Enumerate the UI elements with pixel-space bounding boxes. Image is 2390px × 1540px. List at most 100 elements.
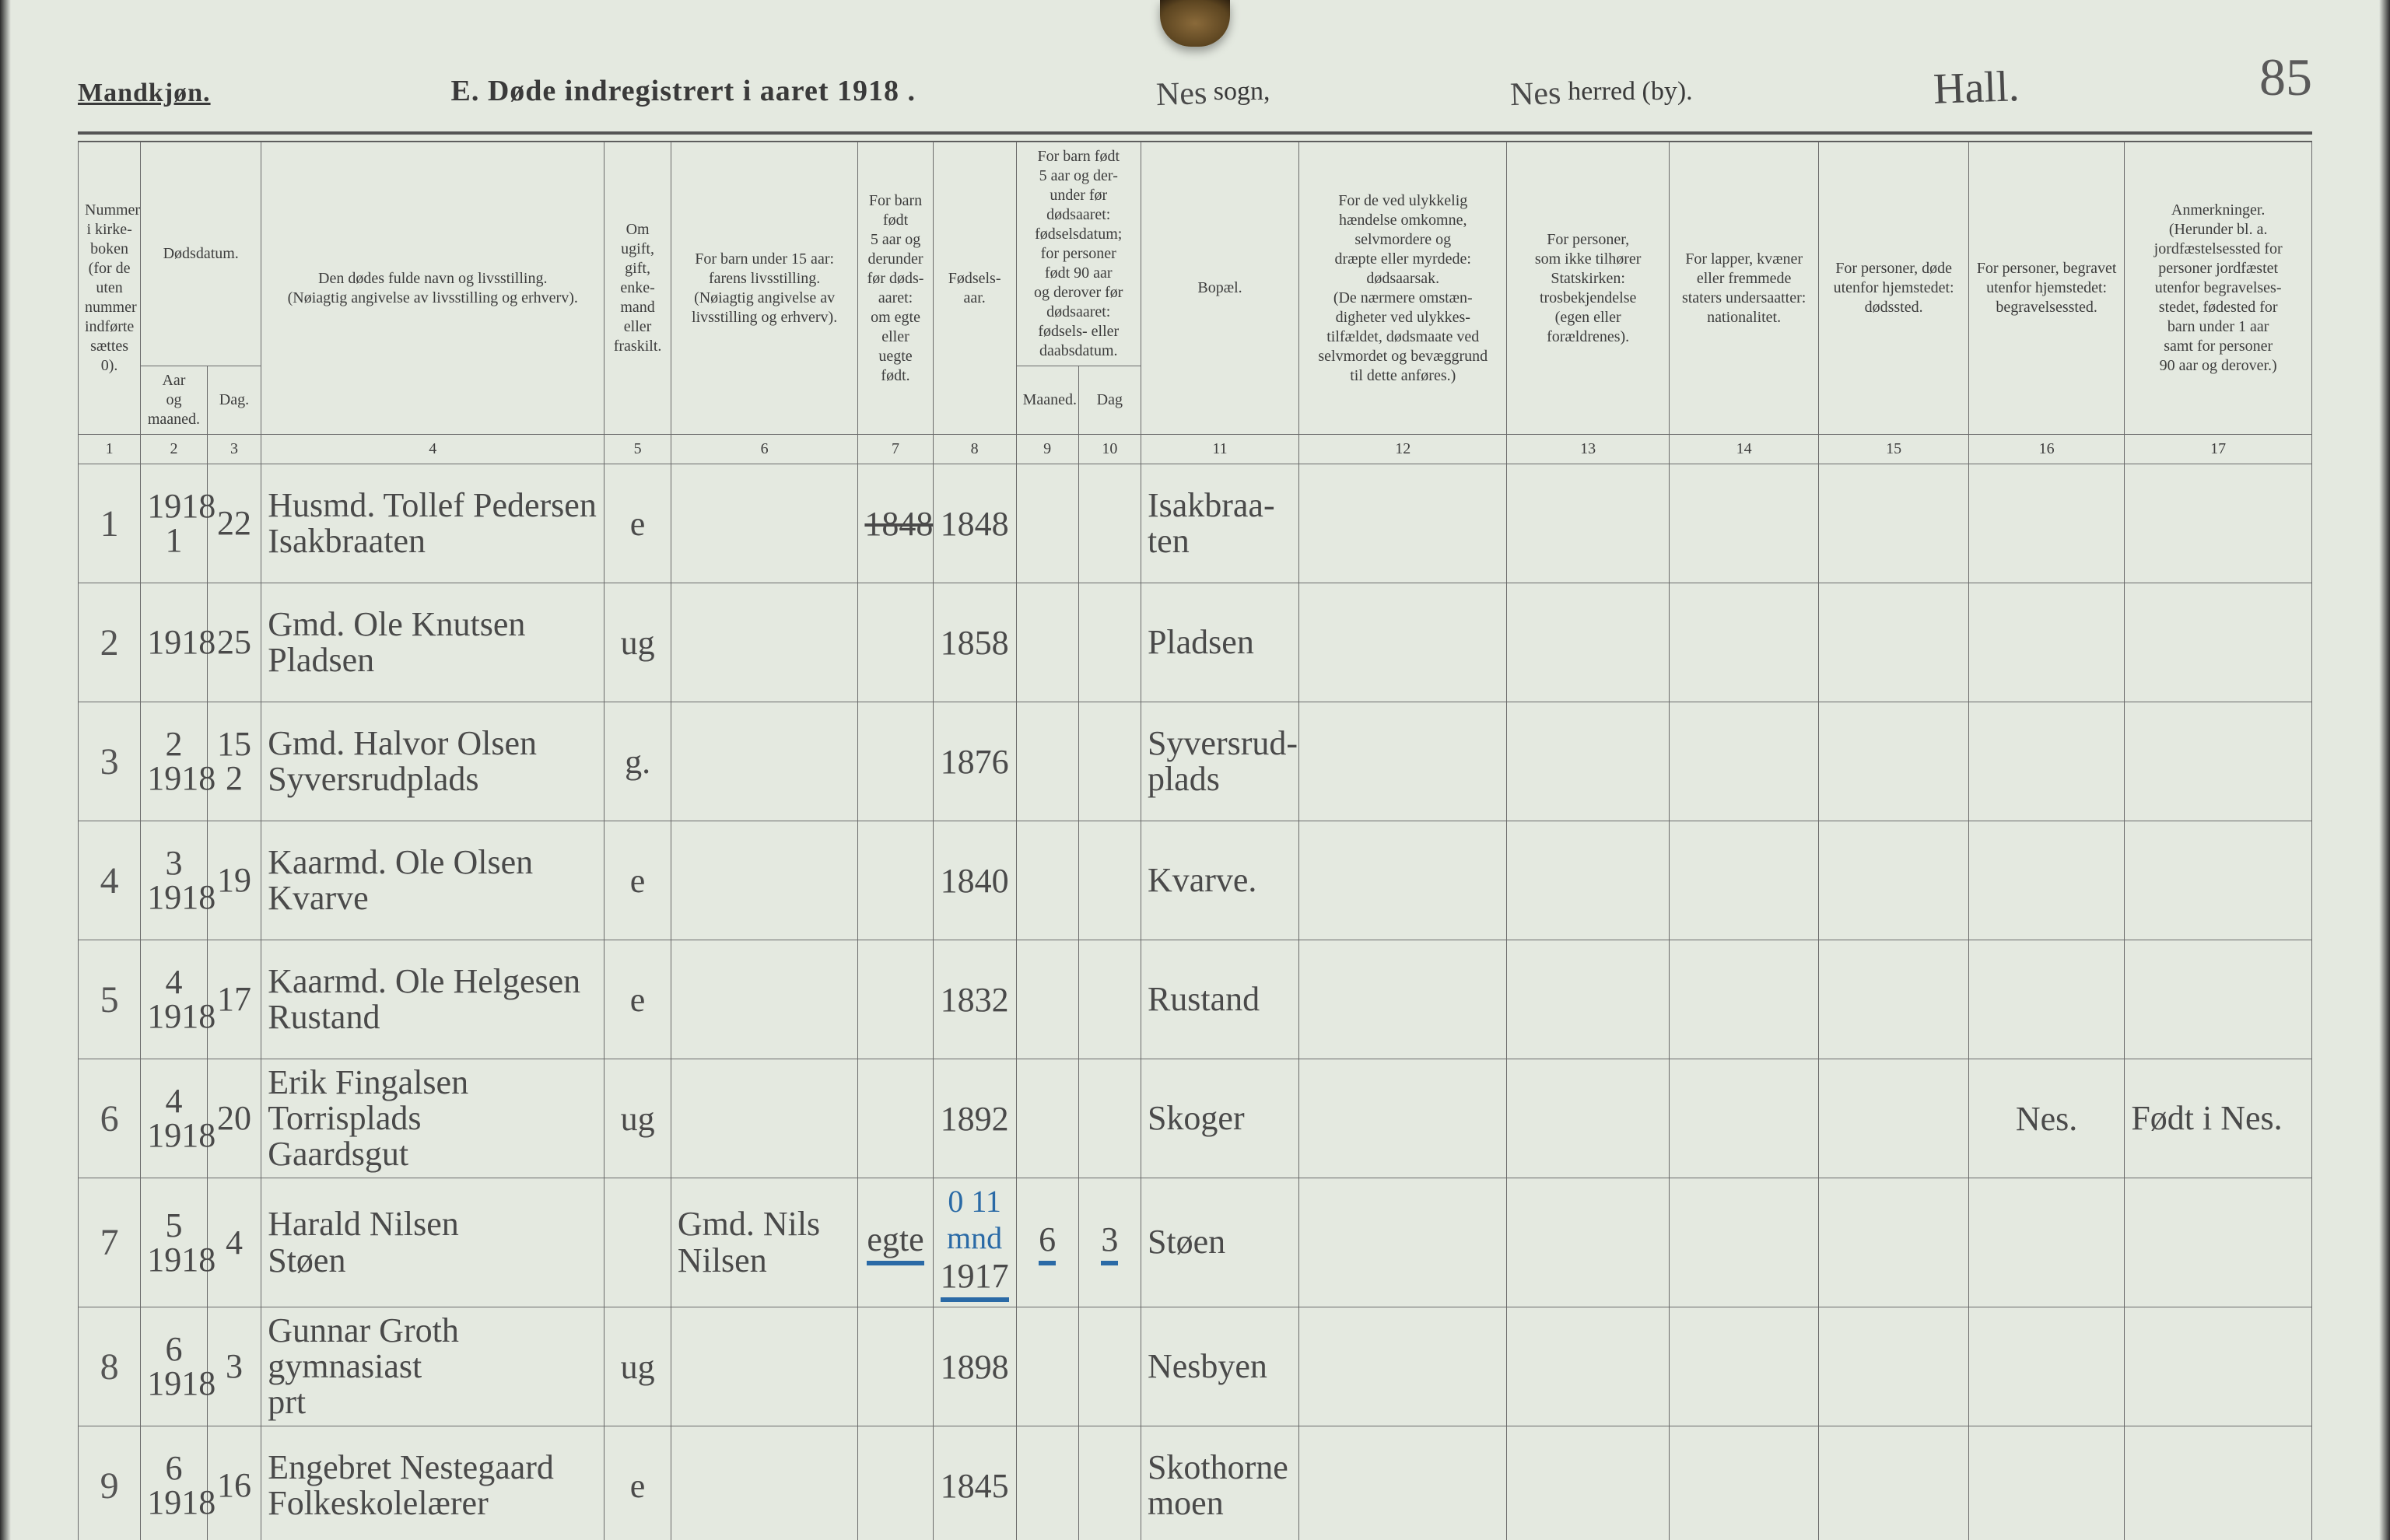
cell-15 (1819, 464, 1968, 583)
cell-14 (1669, 1307, 1818, 1426)
cell-birth-month (1016, 702, 1078, 821)
cell-16 (1968, 702, 2124, 821)
table-row: 96191816Engebret Nestegaard Folkeskolelæ… (79, 1426, 2312, 1540)
col-9-group-header: For barn født5 aar og der-under førdødsa… (1016, 142, 1141, 366)
cell-13 (1507, 583, 1670, 702)
table-row: 2191825Gmd. Ole Knutsen Pladsenug1858Pla… (79, 583, 2312, 702)
col-9a-header: Maaned. (1016, 366, 1078, 435)
cell-14 (1669, 1059, 1818, 1178)
cell-17 (2125, 1178, 2312, 1307)
cell-year-month: 1918 (141, 583, 208, 702)
cell-birth-month (1016, 1426, 1078, 1540)
cell-15 (1819, 1307, 1968, 1426)
colnum-11: 11 (1141, 435, 1298, 464)
cell-egte: egte (858, 1178, 933, 1307)
cell-status: e (605, 821, 671, 940)
cell-16 (1968, 1426, 2124, 1540)
table-body: 11918122Husmd. Tollef Pedersen Isakbraat… (79, 464, 2312, 1540)
cell-egte (858, 821, 933, 940)
colnum-15: 15 (1819, 435, 1968, 464)
cell-egte (858, 583, 933, 702)
cell-13 (1507, 702, 1670, 821)
cell-17 (2125, 821, 2312, 940)
table-row: 64191820Erik Fingalsen Torrisplads Gaard… (79, 1059, 2312, 1178)
cell-name: Kaarmd. Ole Helgesen Rustand (261, 940, 605, 1059)
edge-shadow-right (2379, 0, 2390, 1540)
cell-15 (1819, 821, 1968, 940)
col-12-header: For de ved ulykkelighændelse omkomne,sel… (1299, 142, 1507, 435)
cell-name: Husmd. Tollef Pedersen Isakbraaten (261, 464, 605, 583)
cell-place: Pladsen (1141, 583, 1298, 702)
cell-12 (1299, 1426, 1507, 1540)
cell-17 (2125, 1307, 2312, 1426)
cell-15 (1819, 583, 1968, 702)
cell-birthyear: 1840 (933, 821, 1016, 940)
cell-father (671, 1307, 858, 1426)
col-11-header: Bopæl. (1141, 142, 1298, 435)
cell-15 (1819, 940, 1968, 1059)
cell-birth-day (1078, 464, 1141, 583)
cell-rownum: 6 (79, 1059, 141, 1178)
colnum-13: 13 (1507, 435, 1670, 464)
col-16-header: For personer, begravetutenfor hjemstedet… (1968, 142, 2124, 435)
cell-egte (858, 1059, 933, 1178)
col-5-header: Omugift,gift,enke-mandellerfraskilt. (605, 142, 671, 435)
cell-place: Støen (1141, 1178, 1298, 1307)
cell-birth-month: 6 (1016, 1178, 1078, 1307)
colnum-2: 2 (141, 435, 208, 464)
cell-birth-day (1078, 1059, 1141, 1178)
cell-year-month: 51918 (141, 1178, 208, 1307)
cell-17 (2125, 940, 2312, 1059)
cell-13 (1507, 1178, 1670, 1307)
binder-clip-icon (1160, 0, 1230, 47)
cell-status (605, 1178, 671, 1307)
cell-13 (1507, 1426, 1670, 1540)
cell-12 (1299, 940, 1507, 1059)
cell-birthyear: 1876 (933, 702, 1016, 821)
cell-birthyear: 1832 (933, 940, 1016, 1059)
cell-rownum: 1 (79, 464, 141, 583)
cell-birthyear: 1848 (933, 464, 1016, 583)
gender-label: Mandkjøn. (78, 79, 211, 108)
cell-birthyear: 1858 (933, 583, 1016, 702)
cell-father (671, 702, 858, 821)
cell-name: Gunnar Groth gymnasiast prt (261, 1307, 605, 1426)
cell-status: ug (605, 1307, 671, 1426)
cell-17 (2125, 702, 2312, 821)
cell-rownum: 8 (79, 1307, 141, 1426)
cell-father (671, 1059, 858, 1178)
ledger-page: Mandkjøn. E. Døde indregistrert i aaret … (0, 0, 2390, 1540)
cell-16 (1968, 940, 2124, 1059)
head-row-1: Nummer i kirke-boken(for deutennummerind… (79, 142, 2312, 366)
ledger-table: Nummer i kirke-boken(for deutennummerind… (78, 142, 2312, 1540)
cell-place: Rustand (1141, 940, 1298, 1059)
colnum-7: 7 (858, 435, 933, 464)
cell-13 (1507, 1059, 1670, 1178)
cell-14 (1669, 464, 1818, 583)
col-15-header: For personer, dødeutenfor hjemstedet:død… (1819, 142, 1968, 435)
col-2-group-header: Dødsdatum. (141, 142, 261, 366)
cell-father (671, 821, 858, 940)
cell-14 (1669, 940, 1818, 1059)
colnum-3: 3 (207, 435, 261, 464)
top-double-rule (78, 131, 2312, 142)
cell-birth-day (1078, 702, 1141, 821)
herred-value: Nes (1510, 75, 1562, 114)
col-14-header: For lapper, kvænereller fremmedestaters … (1669, 142, 1818, 435)
colnum-9: 9 (1016, 435, 1078, 464)
cell-birth-month (1016, 821, 1078, 940)
table-row: 54191817Kaarmd. Ole Helgesen Rustande183… (79, 940, 2312, 1059)
cell-status: e (605, 1426, 671, 1540)
cell-place: Isakbraa-ten (1141, 464, 1298, 583)
herred-field: Nes herred (by). (1510, 71, 1692, 108)
cell-14 (1669, 1178, 1818, 1307)
colnum-8: 8 (933, 435, 1016, 464)
cell-birth-month (1016, 1059, 1078, 1178)
cell-place: Skoger (1141, 1059, 1298, 1178)
col-13-header: For personer,som ikke tilhørerStatskirke… (1507, 142, 1670, 435)
cell-year-month: 41918 (141, 940, 208, 1059)
colnum-17: 17 (2125, 435, 2312, 464)
col-1-header: Nummer i kirke-boken(for deutennummerind… (79, 142, 141, 435)
col-2b-header: Dag. (207, 366, 261, 435)
cell-birth-day: 3 (1078, 1178, 1141, 1307)
